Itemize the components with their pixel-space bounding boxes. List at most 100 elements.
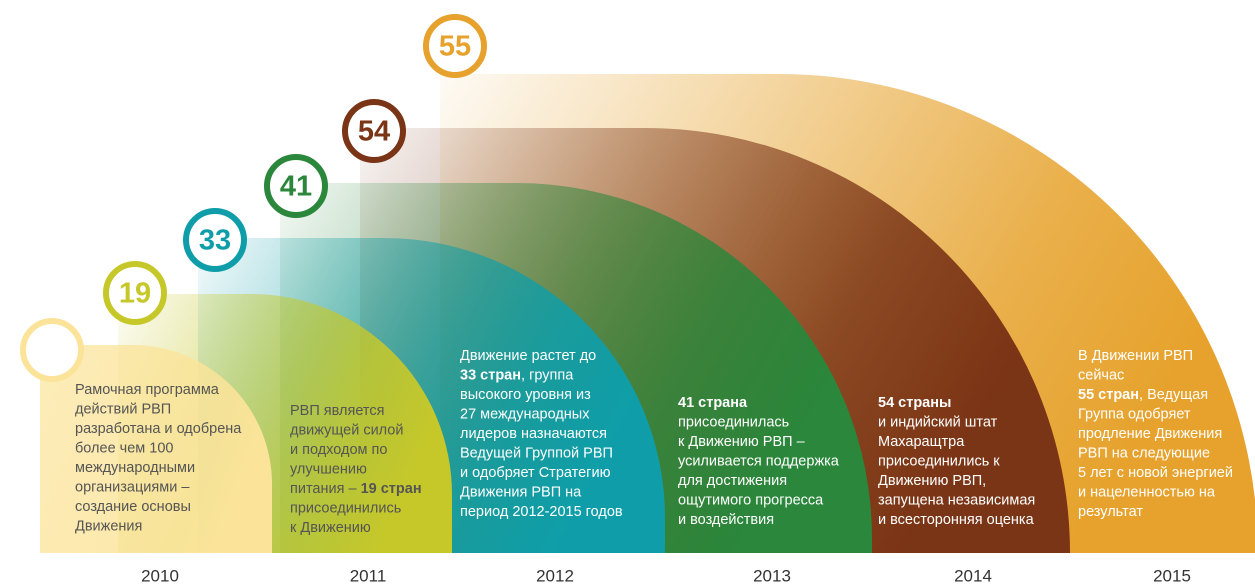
- description-line: Махаращтра: [878, 434, 965, 450]
- description-line: Движения РВП на: [460, 484, 582, 500]
- text-run: 54 страны: [878, 395, 951, 411]
- description-line: к Движению РВП –: [678, 434, 806, 450]
- text-run: Движению РВП,: [878, 473, 986, 489]
- text-run: высокого уровня из: [460, 387, 591, 403]
- year: 2012: [536, 566, 574, 585]
- description-line: В Движении РВП: [1078, 348, 1193, 364]
- text-run: Махаращтра: [878, 434, 965, 450]
- text-run: и воздействия: [678, 512, 774, 528]
- text-run: и подходом по: [290, 442, 387, 458]
- text-run: усиливается поддержка: [678, 453, 840, 469]
- text-run: организациями –: [75, 479, 190, 495]
- text-run: 41 страна: [678, 395, 748, 411]
- text-run: Движение растет до: [460, 348, 596, 364]
- text-run: присоединились к: [878, 453, 1000, 469]
- description-line: и нацеленностью на: [1078, 484, 1216, 500]
- description-line: РВП на следующие: [1078, 445, 1210, 461]
- description-line: сейчас: [1078, 367, 1124, 383]
- text-run: для достижения: [678, 473, 787, 489]
- text-run: к Движению: [290, 520, 371, 536]
- description-line: Движению РВП,: [878, 473, 986, 489]
- text-run: продление Движения: [1078, 426, 1222, 442]
- description-line: продление Движения: [1078, 426, 1222, 442]
- description-line: улучшению: [290, 461, 367, 477]
- count-circle: [264, 154, 328, 218]
- description-line: 27 международных: [460, 406, 590, 422]
- text-run: движущей силой: [290, 422, 403, 438]
- description-line: и подходом по: [290, 442, 387, 458]
- count-circle: [103, 261, 167, 325]
- count: 41: [280, 171, 312, 203]
- text-run: запущена независимая: [878, 492, 1035, 508]
- text-run: и нацеленностью на: [1078, 484, 1216, 500]
- text-run: ощутимого прогресса: [678, 492, 824, 508]
- description-line: организациями –: [75, 479, 190, 495]
- text-run: действий РВП: [75, 401, 171, 417]
- text-run: присоединилась: [678, 414, 789, 430]
- description-line: усиливается поддержка: [678, 453, 840, 469]
- count: 33: [199, 225, 231, 257]
- year: 2014: [954, 566, 992, 585]
- text-run: лидеров назначаются: [460, 426, 607, 442]
- description-line: для достижения: [678, 473, 787, 489]
- year: 2015: [1153, 566, 1191, 585]
- description-line: Рамочная программа: [75, 382, 220, 398]
- year: 2011: [350, 566, 387, 585]
- description-line: результат: [1078, 504, 1143, 520]
- description-line: РВП является: [290, 403, 385, 419]
- description-line: и индийский штат: [878, 414, 998, 430]
- text-run: Движения: [75, 518, 142, 534]
- text-run: более чем 100: [75, 440, 173, 456]
- description-line: движущей силой: [290, 422, 403, 438]
- description-line: и одобряет Стратегию: [460, 465, 611, 481]
- description-line: более чем 100: [75, 440, 173, 456]
- description-line: присоединились к: [878, 453, 1000, 469]
- text-run: В Движении РВП: [1078, 348, 1193, 364]
- text-run: 33 стран: [460, 367, 521, 383]
- text-run: 19 стран: [361, 481, 422, 497]
- description-line: к Движению: [290, 520, 371, 536]
- text-run: улучшению: [290, 461, 367, 477]
- year: 2013: [753, 566, 791, 585]
- description-line: присоединились: [290, 500, 401, 516]
- text-run: питания –: [290, 481, 361, 497]
- text-run: разработана и одобрена: [75, 421, 242, 437]
- stage-band: [40, 345, 272, 553]
- text-run: международными: [75, 460, 195, 476]
- count: 55: [439, 31, 471, 63]
- description-line: питания – 19 стран: [290, 481, 422, 497]
- count-circle: [183, 208, 247, 272]
- description-line: и всесторонняя оценка: [878, 512, 1035, 528]
- text-run: , группа: [521, 367, 574, 383]
- count-circle: [423, 14, 487, 78]
- description-line: и воздействия: [678, 512, 774, 528]
- description-line: Ведущей Группой РВП: [460, 445, 613, 461]
- text-run: 55 стран: [1078, 387, 1139, 403]
- count: 54: [358, 116, 390, 148]
- text-run: и индийский штат: [878, 414, 998, 430]
- text-run: и одобряет Стратегию: [460, 465, 611, 481]
- description-line: высокого уровня из: [460, 387, 591, 403]
- description-line: 5 лет с новой энергией: [1078, 465, 1233, 481]
- description-line: Движение растет до: [460, 348, 596, 364]
- text-run: 27 международных: [460, 406, 590, 422]
- text-run: и всесторонняя оценка: [878, 512, 1035, 528]
- text-run: , Ведущая: [1139, 387, 1208, 403]
- text-run: РВП на следующие: [1078, 445, 1210, 461]
- description-line: 55 стран, Ведущая: [1078, 387, 1208, 403]
- text-run: Движения РВП на: [460, 484, 582, 500]
- description-line: Группа одобряет: [1078, 406, 1191, 422]
- text-run: РВП является: [290, 403, 385, 419]
- description-line: создание основы: [75, 499, 191, 515]
- description-line: 33 стран, группа: [460, 367, 574, 383]
- text-run: Ведущей Группой РВП: [460, 445, 613, 461]
- text-run: присоединились: [290, 500, 401, 516]
- text-run: Рамочная программа: [75, 382, 220, 398]
- description-line: 41 страна: [678, 395, 748, 411]
- description-line: ощутимого прогресса: [678, 492, 824, 508]
- text-run: результат: [1078, 504, 1143, 520]
- count-circle: [342, 99, 406, 163]
- text-run: к Движению РВП –: [678, 434, 806, 450]
